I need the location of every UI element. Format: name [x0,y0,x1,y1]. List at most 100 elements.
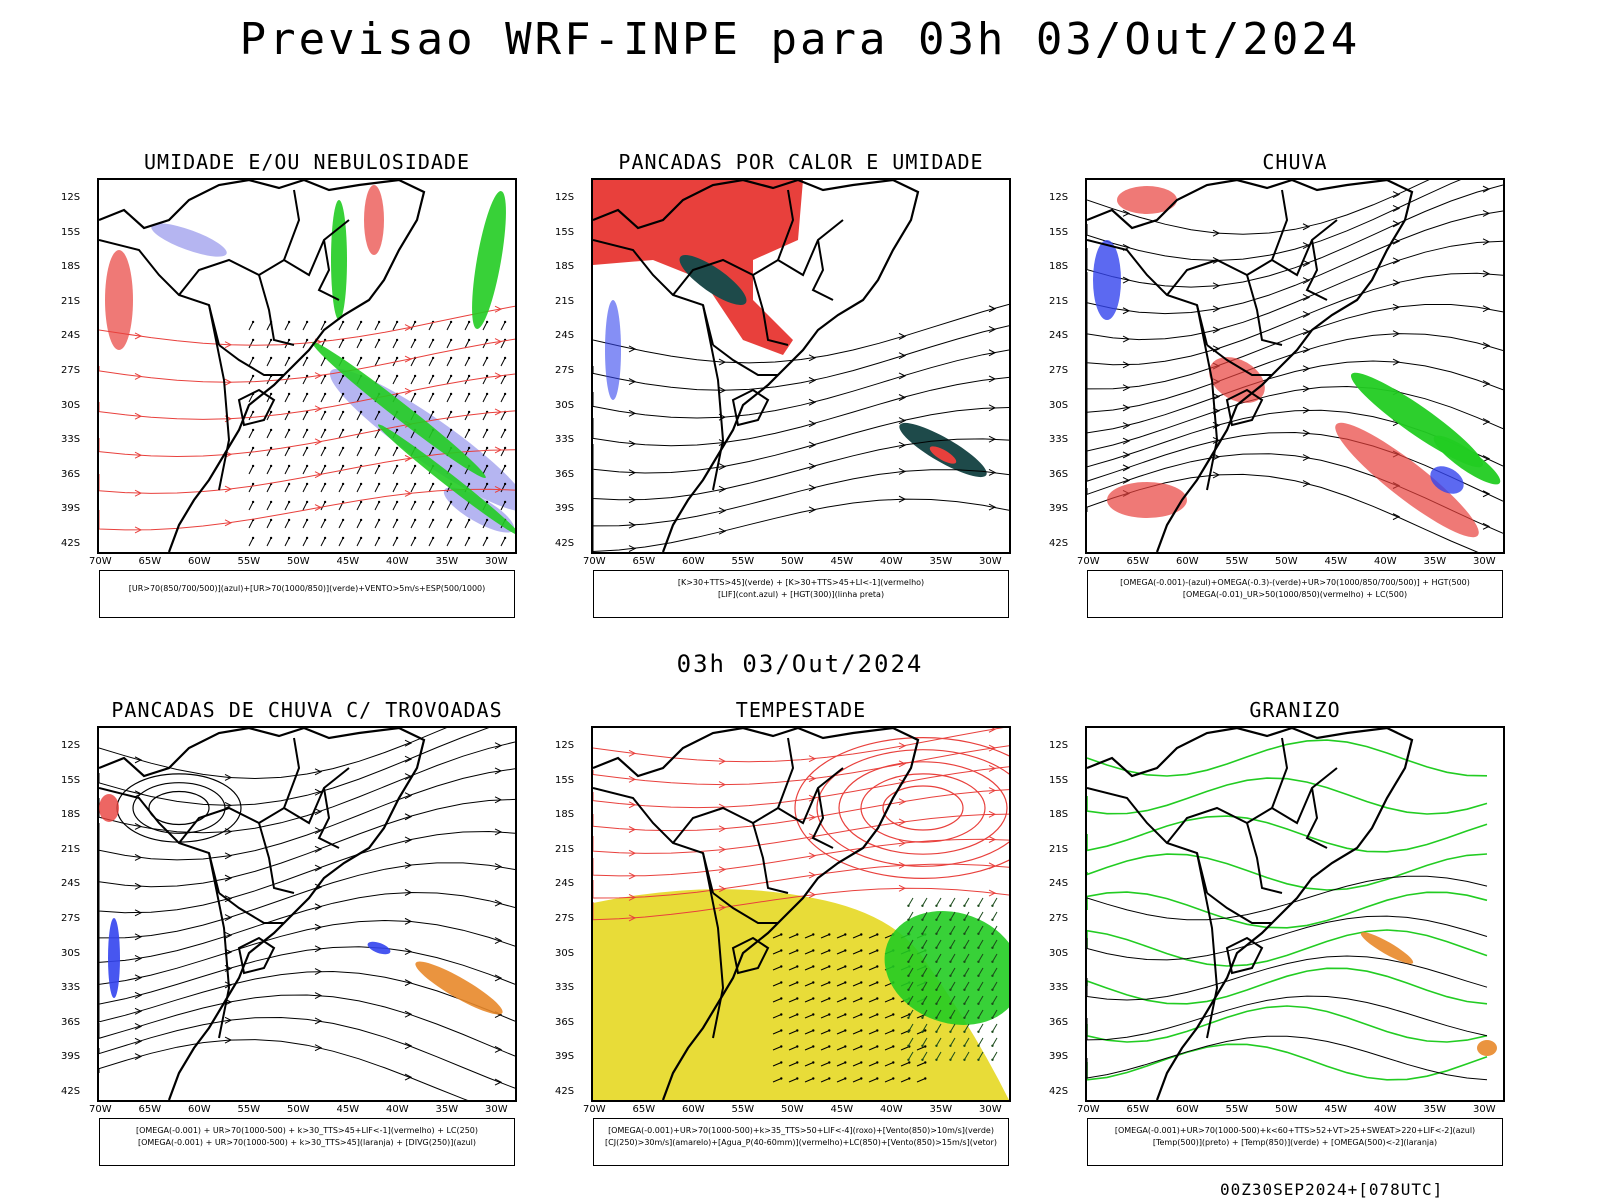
longitude-tick-label: 55W [731,556,755,567]
longitude-tick-label: 45W [830,556,854,567]
page-title: Previsao WRF-INPE para 03h 03/Out/2024 [239,14,1361,65]
latitude-tick-label: 30S [555,947,575,959]
latitude-tick-label: 24S [1049,878,1069,890]
longitude-tick-label: 65W [632,1104,656,1115]
legend-box: [K>30+TTS>45](verde) + [K>30+TTS>45+LI<-… [593,570,1009,618]
map-frame [591,178,1011,554]
legend-line: [UR>70(850/700/500)](azul)+[UR>70(1000/8… [128,584,486,593]
longitude-tick-label: 55W [237,1104,261,1115]
longitude-tick-label: 35W [1423,556,1447,567]
longitude-tick-label: 35W [1423,1104,1447,1115]
weather-map [99,180,515,552]
map-frame [97,178,517,554]
latitude-tick-label: 27S [555,913,575,924]
latitude-tick-label: 27S [555,365,575,376]
latitude-tick-label: 30S [1049,947,1069,959]
latitude-tick-label: 18S [555,261,575,273]
longitude-tick-label: 45W [336,556,360,567]
legend-line: [OMEGA(-0.001) + UR>70(1000-500) + k>30_… [135,1126,479,1135]
map-frame [591,726,1011,1102]
latitude-tick-label: 30S [1049,399,1069,411]
latitude-tick-label: 36S [1049,1016,1069,1028]
latitude-tick-label: 24S [61,878,81,890]
latitude-tick-label: 21S [555,843,575,855]
latitude-tick-label: 39S [555,503,575,515]
longitude-tick-label: 35W [929,1104,953,1115]
longitude-tick-label: 40W [880,556,903,567]
latitude-tick-label: 12S [61,192,81,203]
latitude-tick-label: 42S [1049,538,1069,549]
latitude-tick-label: 27S [61,913,81,924]
latitude-tick-label: 36S [555,1016,575,1028]
longitude-tick-label: 45W [1324,1104,1348,1115]
weather-map [1087,728,1497,1100]
legend-line: [OMEGA(-0.001)+UR>70(1000-500)+k>35_TTS>… [608,1126,994,1135]
map-frame [1085,178,1505,554]
weather-map [593,180,1009,552]
latitude-tick-label: 33S [1049,982,1069,994]
legend-box: [UR>70(850/700/500)](azul)+[UR>70(1000/8… [99,570,515,618]
legend-box: [OMEGA(-0.001)+UR>70(1000-500)+k>35_TTS>… [593,1118,1009,1166]
map-frame [1085,726,1505,1102]
latitude-tick-label: 21S [1049,295,1069,307]
panel-title: UMIDADE E/OU NEBULOSIDADE [143,150,471,174]
longitude-tick-label: 40W [1374,556,1397,567]
longitude-tick-label: 60W [682,556,705,567]
latitude-tick-label: 33S [61,982,81,994]
longitude-tick-label: 55W [237,556,261,567]
latitude-tick-label: 21S [1049,843,1069,855]
latitude-tick-label: 15S [555,774,575,786]
longitude-tick-label: 30W [485,1104,508,1115]
longitude-tick-label: 35W [435,556,459,567]
latitude-tick-label: 36S [61,468,81,480]
latitude-tick-label: 12S [61,740,81,751]
weather-map [593,728,1009,1100]
longitude-tick-label: 65W [1126,556,1150,567]
legend-line: [OMEGA(-0.001)+UR>70(1000-500)+k<60+TTS>… [1114,1126,1476,1135]
latitude-tick-label: 42S [61,538,81,549]
latitude-tick-label: 30S [61,947,81,959]
panel-title: CHUVA [1262,150,1328,174]
longitude-tick-label: 40W [386,556,409,567]
longitude-tick-label: 70W [583,556,606,567]
weather-map [99,728,515,1100]
longitude-tick-label: 40W [386,1104,409,1115]
latitude-tick-label: 18S [1049,261,1069,273]
legend-line: [Temp(500)](preto) + [Temp(850)](verde) … [1152,1138,1438,1147]
longitude-tick-label: 35W [435,1104,459,1115]
longitude-tick-label: 70W [89,1104,112,1115]
longitude-tick-label: 65W [138,1104,162,1115]
latitude-tick-label: 12S [555,740,575,751]
run-code: 00Z30SEP2024+[078UTC] [1220,1180,1444,1199]
longitude-tick-label: 30W [979,1104,1002,1115]
longitude-tick-label: 45W [1324,556,1348,567]
latitude-tick-label: 30S [61,399,81,411]
latitude-tick-label: 15S [61,226,81,238]
latitude-tick-label: 18S [61,809,81,821]
latitude-tick-label: 21S [61,843,81,855]
longitude-tick-label: 70W [1077,556,1100,567]
latitude-tick-label: 12S [555,192,575,203]
latitude-tick-label: 39S [61,503,81,515]
latitude-tick-label: 15S [555,226,575,238]
legend-line: [OMEGA(-0.01)_UR>50(1000/850)(vermelho) … [1182,590,1408,599]
latitude-tick-label: 39S [555,1051,575,1063]
latitude-tick-label: 36S [555,468,575,480]
latitude-tick-label: 39S [1049,503,1069,515]
latitude-tick-label: 39S [1049,1051,1069,1063]
latitude-tick-label: 30S [555,399,575,411]
legend-line: [CJ(250)>30m/s](amarelo)+[Agua_P(40-60mm… [605,1138,997,1147]
latitude-tick-label: 15S [1049,774,1069,786]
latitude-tick-label: 36S [61,1016,81,1028]
latitude-tick-label: 24S [555,878,575,890]
longitude-tick-label: 55W [731,1104,755,1115]
latitude-tick-label: 27S [1049,913,1069,924]
latitude-tick-label: 39S [61,1051,81,1063]
longitude-tick-label: 60W [1176,556,1199,567]
longitude-tick-label: 60W [1176,1104,1199,1115]
latitude-tick-label: 36S [1049,468,1069,480]
longitude-tick-label: 30W [979,556,1002,567]
longitude-tick-label: 45W [830,1104,854,1115]
longitude-tick-label: 50W [287,1104,310,1115]
legend-box: [OMEGA(-0.001) + UR>70(1000-500) + k>30_… [99,1118,515,1166]
